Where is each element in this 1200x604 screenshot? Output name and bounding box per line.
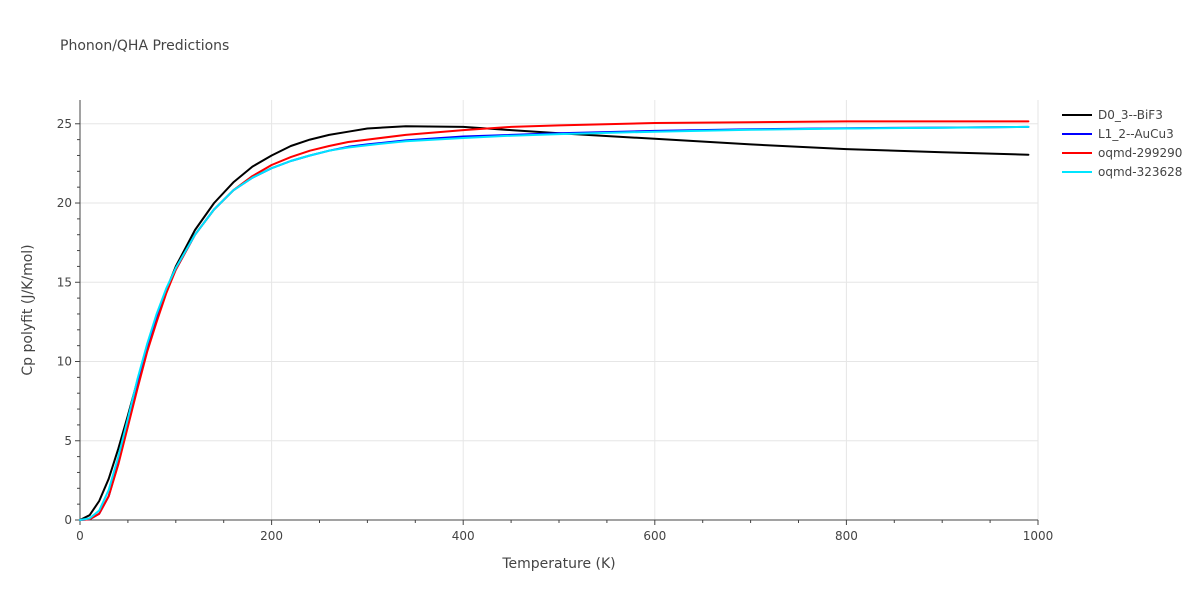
grid [80,100,1039,520]
series-lines [79,120,1030,521]
x-tick-label: 1000 [1023,529,1054,543]
axes [79,100,1038,521]
x-tick-label: 0 [76,529,84,543]
x-tick-label: 200 [260,529,283,543]
y-tick-label: 25 [57,117,72,131]
series-line-oqmd-299290 [79,120,1030,521]
x-tick-label: 600 [643,529,666,543]
y-axis-ticks: 0 5 10 15 20 25 [57,117,80,527]
y-axis-title: Cp polyfit (J/K/mol) [20,244,36,375]
y-tick-label: 5 [64,434,72,448]
x-tick-label: 800 [835,529,858,543]
x-axis-ticks: 0 200 400 600 800 1000 [76,520,1053,543]
legend-label: oqmd-299290 [1098,146,1182,160]
legend-label: D0_3--BiF3 [1098,108,1163,122]
y-tick-label: 20 [57,196,72,210]
y-tick-label: 0 [64,513,72,527]
series-line-D0_3--BiF3 [79,125,1030,521]
y-tick-label: 10 [57,355,72,369]
series-line-oqmd-323628 [79,125,1030,521]
x-tick-label: 400 [452,529,475,543]
legend-label: L1_2--AuCu3 [1098,127,1174,141]
x-axis-title: Temperature (K) [501,556,615,572]
series-line-L1_2--AuCu3 [79,125,1030,521]
legend-label: oqmd-323628 [1098,165,1182,179]
chart-title: Phonon/QHA Predictions [60,38,229,54]
y-tick-label: 15 [57,275,72,289]
legend: D0_3--BiF3 L1_2--AuCu3 oqmd-299290 oqmd-323… [1062,108,1182,179]
